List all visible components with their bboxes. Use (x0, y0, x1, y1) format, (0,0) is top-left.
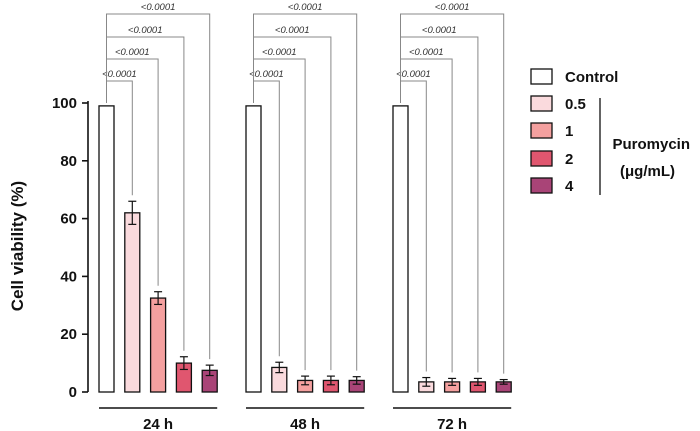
legend-label: 4 (565, 178, 574, 195)
p-value-label: <0.0001 (262, 47, 297, 58)
significance-bracket (106, 36, 185, 351)
legend-swatch (530, 95, 553, 112)
y-axis-label: Cell viability (%) (8, 181, 27, 311)
p-value-label: <0.0001 (435, 2, 470, 13)
p-value-label: <0.0001 (102, 69, 137, 80)
legend-swatch (530, 150, 553, 167)
legend-label: 2 (565, 151, 573, 168)
legend-label: 1 (565, 123, 573, 140)
legend-swatch (530, 68, 553, 85)
y-tick-label: 0 (69, 384, 77, 401)
bar-groups: <0.0001 <0.0001 <0.0001 <0.0001 24 h <0.0001 <… (98, 2, 512, 431)
y-tick-label: 20 (60, 326, 77, 343)
p-value-label: <0.0001 (249, 69, 284, 80)
group-label: 72 h (437, 416, 467, 431)
group-label: 48 h (290, 416, 320, 431)
legend-group-label-2: (μg/mL) (620, 163, 675, 180)
p-value-label: <0.0001 (275, 25, 310, 36)
legend-swatch (530, 177, 553, 194)
p-value-label: <0.0001 (288, 2, 323, 13)
significance-bracket (253, 13, 358, 371)
significance-bracket (253, 36, 332, 371)
y-tick-label: 100 (52, 95, 77, 112)
p-value-label: <0.0001 (396, 69, 431, 80)
bar (98, 105, 115, 393)
p-value-label: <0.0001 (115, 47, 150, 58)
legend-label: 0.5 (565, 96, 586, 113)
p-value-label: <0.0001 (141, 2, 176, 13)
p-value-label: <0.0001 (409, 47, 444, 58)
y-tick-group: 0 20 40 60 80 100 (52, 95, 88, 401)
legend: Puromycin (μg/mL) Control 0.5 1 2 4 (530, 68, 690, 195)
significance-bracket (400, 13, 505, 374)
y-tick-label: 40 (60, 268, 77, 285)
y-tick-label: 60 (60, 211, 77, 228)
p-value-label: <0.0001 (422, 25, 457, 36)
bar (149, 297, 167, 393)
significance-bracket (400, 36, 479, 373)
p-value-label: <0.0001 (128, 25, 163, 36)
bar (124, 212, 141, 393)
bar (245, 105, 262, 393)
group-label: 24 h (143, 416, 173, 431)
significance-bracket (106, 13, 211, 360)
legend-swatch (530, 122, 553, 139)
y-tick-label: 80 (60, 153, 77, 170)
bar (392, 105, 409, 393)
legend-group-label-1: Puromycin (612, 136, 690, 153)
legend-label: Control (565, 69, 618, 86)
